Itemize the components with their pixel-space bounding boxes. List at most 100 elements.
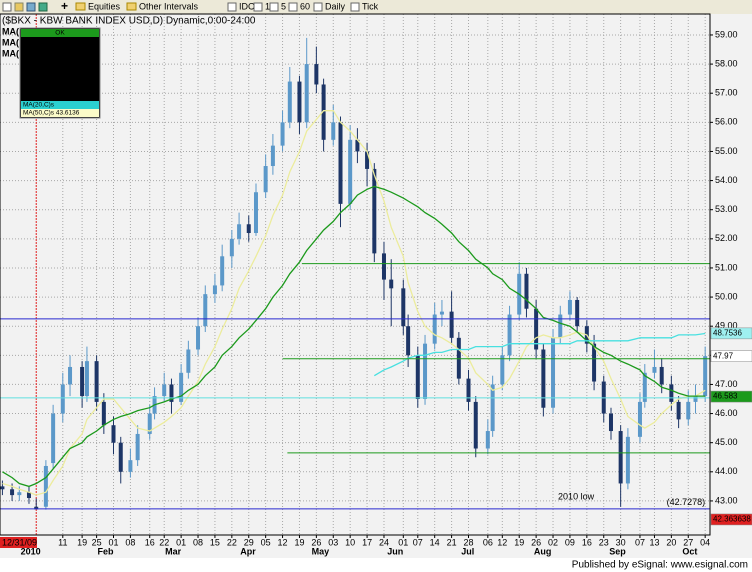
legend-entry: MA(5 xyxy=(2,26,24,36)
candle-body xyxy=(338,122,343,204)
month-label: Apr xyxy=(240,546,256,556)
candle-body xyxy=(128,460,133,472)
toolbar-item[interactable]: Equities xyxy=(88,1,121,11)
data-window-row: High 43.08 xyxy=(61,78,93,85)
annotation: 2010 low xyxy=(558,492,595,502)
icon[interactable] xyxy=(14,2,24,12)
candle-body xyxy=(401,288,406,327)
icon[interactable] xyxy=(26,2,36,12)
checkbox[interactable] xyxy=(253,2,263,12)
candle-body xyxy=(26,492,31,499)
candle-body xyxy=(541,349,546,408)
candle-body xyxy=(485,431,490,449)
checkbox[interactable] xyxy=(288,2,298,12)
price-label: 47.97 xyxy=(713,351,734,360)
candle-body xyxy=(60,384,65,414)
candle-body xyxy=(179,372,184,402)
x-tick-label: 19 xyxy=(294,537,304,547)
x-tick-label: 29 xyxy=(244,537,254,547)
toolbar-item[interactable]: Tick xyxy=(362,1,379,11)
month-label: Jun xyxy=(387,546,403,556)
toolbar-item[interactable]: Other Intervals xyxy=(139,1,199,11)
candle-body xyxy=(287,81,292,123)
candle-body xyxy=(500,355,505,385)
checkbox[interactable] xyxy=(350,2,360,12)
candle-body xyxy=(365,151,370,169)
checkbox[interactable] xyxy=(227,2,237,12)
y-tick-label: 50.00 xyxy=(715,291,738,301)
data-window-row: MA(50,C)s 43.6136 xyxy=(23,110,80,117)
x-tick-label: 16 xyxy=(582,537,592,547)
candle-body xyxy=(652,366,657,373)
price-label-box xyxy=(710,390,752,403)
candle-body xyxy=(432,314,437,344)
candle-body xyxy=(490,384,495,432)
toolbar-item[interactable]: IDC xyxy=(239,1,255,11)
month-label: Jul xyxy=(461,546,474,556)
toolbar-item[interactable]: 60 xyxy=(300,1,310,11)
x-tick-label: 13 xyxy=(649,537,659,547)
data-window-row: Date: 12/31/09 xyxy=(49,46,92,53)
candle-body xyxy=(567,299,572,315)
x-tick-label: 14 xyxy=(430,537,440,547)
toolbar-item[interactable]: 1 xyxy=(265,1,270,11)
candle-body xyxy=(51,413,56,464)
month-label: Aug xyxy=(534,546,552,556)
candle-body xyxy=(220,256,225,286)
checkbox[interactable] xyxy=(269,2,279,12)
price-label: 42.363638 xyxy=(713,515,751,524)
candle-body xyxy=(686,401,691,420)
y-tick-label: 44.00 xyxy=(715,466,738,476)
data-window-row: Symbol: $BKX,D xyxy=(44,38,93,45)
toolbar-item[interactable]: Daily xyxy=(325,1,346,11)
candle-body xyxy=(473,401,478,449)
candle-body xyxy=(608,413,613,432)
y-tick-label: 59.00 xyxy=(715,29,738,39)
candle-body xyxy=(229,238,234,257)
icon[interactable] xyxy=(2,2,12,12)
candle-body xyxy=(263,166,268,193)
plot-area xyxy=(0,14,710,535)
y-tick-label: 57.00 xyxy=(715,88,738,98)
candle-body xyxy=(507,314,512,356)
price-label-box xyxy=(710,350,752,362)
x-tick-label: 17 xyxy=(362,537,372,547)
month-label: Sep xyxy=(609,546,626,556)
y-tick-label: 45.00 xyxy=(715,437,738,447)
x-tick-label: 01 xyxy=(108,537,118,547)
x-tick-label: 10 xyxy=(345,537,355,547)
toolbar-item[interactable]: 5 xyxy=(281,1,286,11)
candle-body xyxy=(423,343,428,399)
checkbox[interactable] xyxy=(313,2,323,12)
candle-body xyxy=(118,442,123,472)
candle-body xyxy=(314,64,319,85)
icon[interactable]: + xyxy=(61,0,68,13)
candle-body xyxy=(10,489,15,496)
data-window-button[interactable]: OK xyxy=(55,30,65,37)
candle-body xyxy=(466,378,471,402)
candle-body xyxy=(449,311,454,338)
candle-body xyxy=(162,384,167,397)
month-label: Mar xyxy=(165,546,182,556)
x-tick-label: 07 xyxy=(413,537,423,547)
candle-body xyxy=(415,355,420,399)
x-tick-label: 04 xyxy=(700,537,710,547)
icon[interactable] xyxy=(38,2,48,12)
month-label: Feb xyxy=(97,546,114,556)
x-tick-label: 01 xyxy=(176,537,186,547)
price-label-box xyxy=(710,327,752,340)
y-tick-label: 54.00 xyxy=(715,175,738,185)
x-tick-label: 22 xyxy=(159,537,169,547)
candle-body xyxy=(456,337,461,379)
month-label: 2010 xyxy=(21,546,41,556)
data-window-row: MA(20,C)s xyxy=(23,102,55,109)
cursor-label-box xyxy=(0,537,37,548)
price-label: 46.583 xyxy=(713,392,738,401)
x-tick-label: 24 xyxy=(379,537,389,547)
x-tick-label: 05 xyxy=(261,537,271,547)
folder-icon xyxy=(75,2,86,11)
x-tick-label: 08 xyxy=(193,537,203,547)
candle-body xyxy=(406,326,411,356)
